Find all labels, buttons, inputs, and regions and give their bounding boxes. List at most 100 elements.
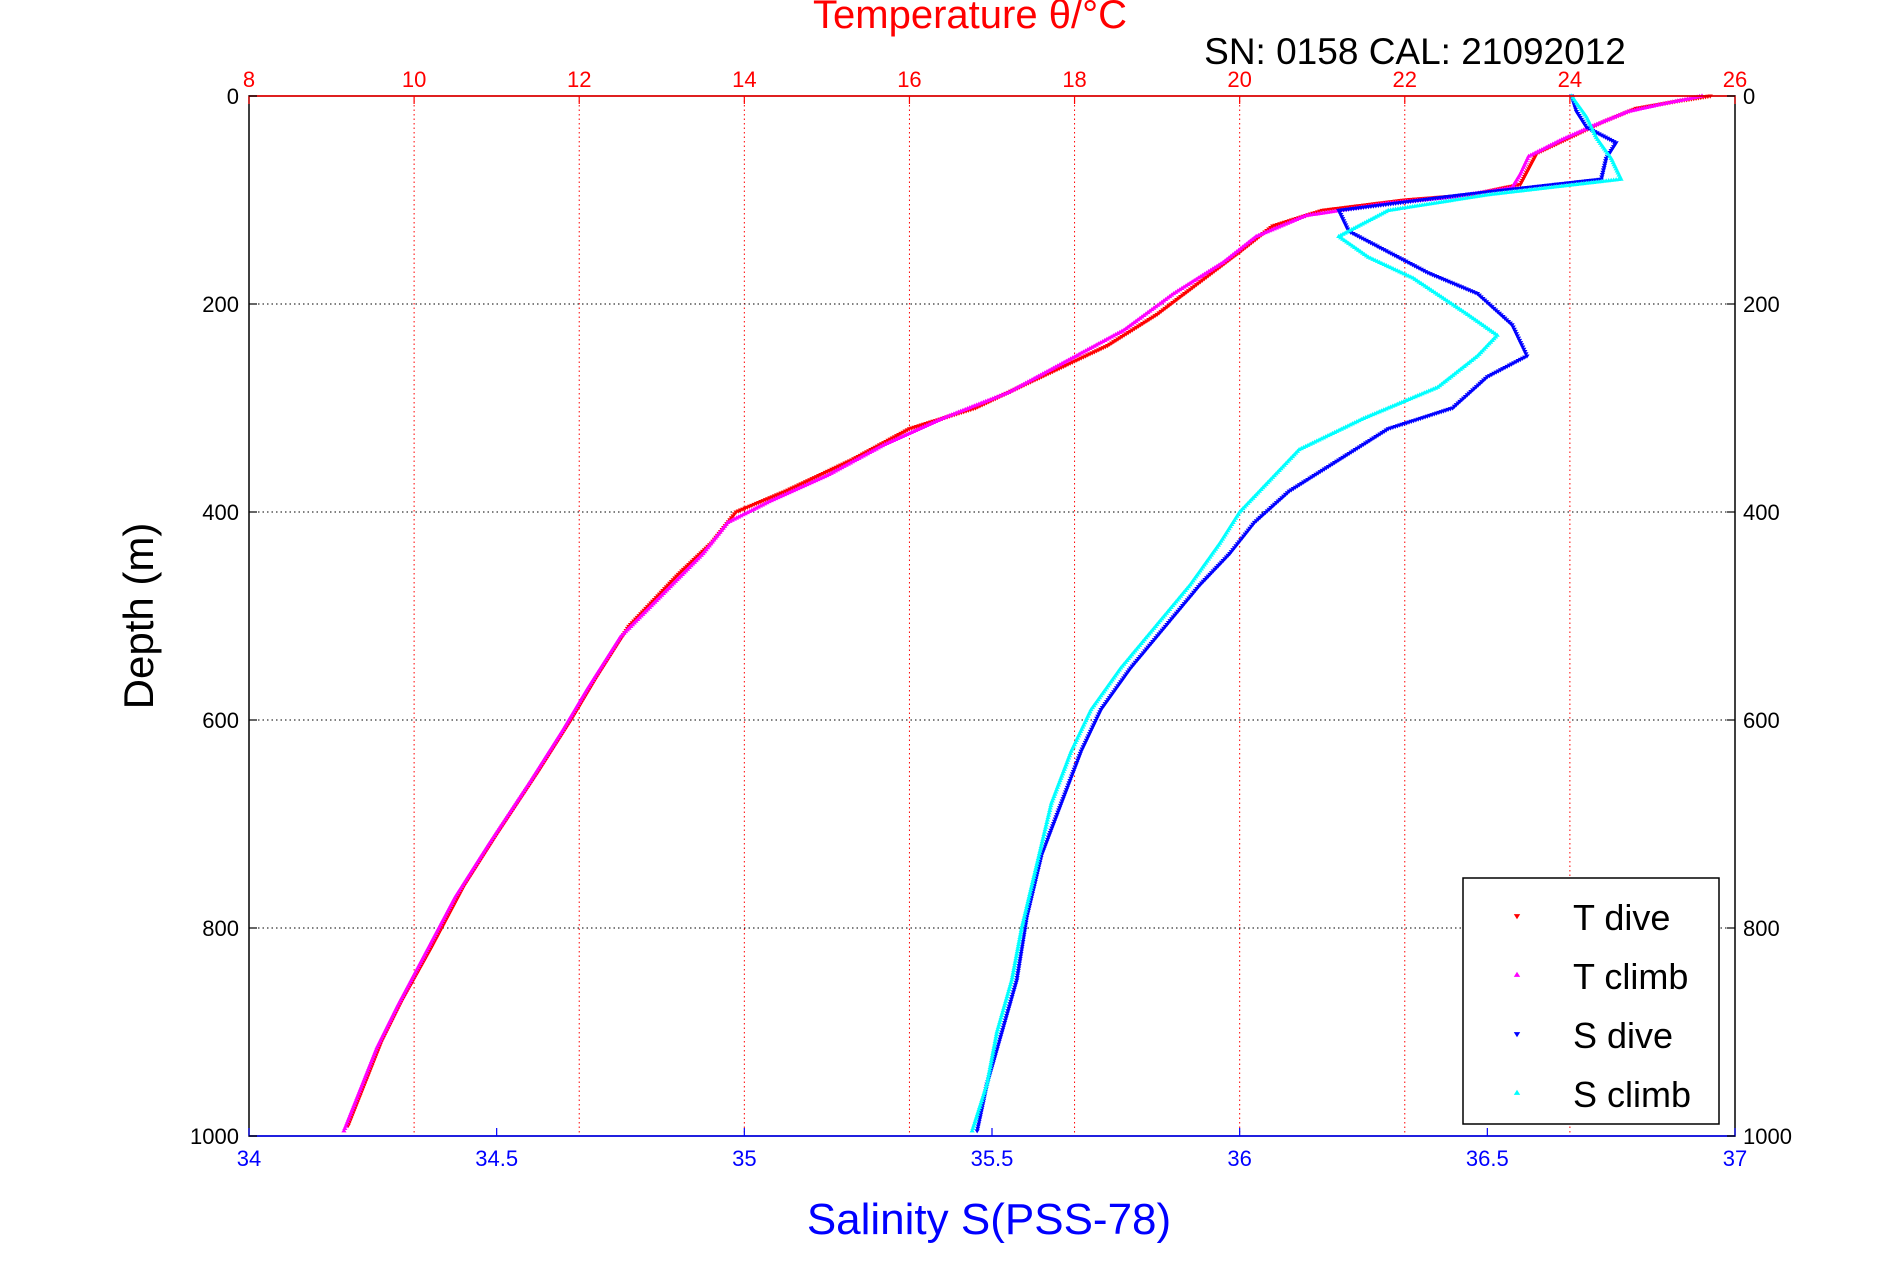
s-dive-point bbox=[1517, 341, 1524, 346]
salinity-tick-label: 37 bbox=[1723, 1146, 1747, 1171]
s-climb-point bbox=[1003, 998, 1009, 1003]
legend-marker-t-climb bbox=[1513, 971, 1521, 977]
s-climb-point bbox=[978, 1100, 984, 1105]
s-dive-point bbox=[1394, 255, 1400, 260]
s-climb-point bbox=[993, 1034, 999, 1039]
s-climb-point bbox=[1029, 879, 1036, 884]
s-climb-point bbox=[1013, 953, 1019, 958]
s-climb-point bbox=[1010, 970, 1016, 975]
s-dive-point bbox=[1014, 973, 1021, 978]
s-climb-point bbox=[1045, 812, 1052, 817]
s-dive-point bbox=[1390, 252, 1396, 257]
s-climb-point bbox=[995, 1024, 1001, 1029]
s-dive-point bbox=[977, 1117, 983, 1122]
s-dive-point bbox=[1603, 159, 1609, 164]
s-dive-point bbox=[1502, 365, 1508, 371]
s-climb-point bbox=[1033, 863, 1040, 868]
t-dive-point bbox=[879, 442, 885, 447]
s-dive-point bbox=[1055, 810, 1061, 815]
s-dive-point bbox=[1085, 734, 1092, 739]
depth-tick-label-left: 0 bbox=[227, 84, 239, 109]
s-dive-point bbox=[1514, 334, 1521, 339]
s-dive-point bbox=[1512, 329, 1518, 335]
s-dive-point bbox=[1605, 136, 1611, 141]
s-dive-point bbox=[1500, 367, 1506, 372]
s-climb-point bbox=[1025, 896, 1032, 901]
s-climb-point bbox=[1008, 979, 1014, 984]
s-dive-point bbox=[1368, 241, 1374, 246]
s-climb-point bbox=[1046, 810, 1052, 815]
s-dive-point bbox=[1069, 774, 1075, 779]
temperature-tick-label: 18 bbox=[1062, 67, 1086, 92]
s-dive-point bbox=[1002, 1020, 1008, 1026]
s-climb-point bbox=[990, 1050, 996, 1055]
salinity-tick-label: 36.5 bbox=[1466, 1146, 1509, 1171]
s-dive-point bbox=[1013, 980, 1019, 985]
s-dive-point bbox=[977, 1115, 983, 1120]
depth-tick-label-right: 1000 bbox=[1743, 1124, 1792, 1149]
s-climb-point bbox=[1020, 920, 1026, 925]
s-climb-point bbox=[987, 1064, 993, 1070]
s-dive-point bbox=[1098, 708, 1104, 713]
s-dive-point bbox=[1385, 250, 1391, 255]
s-climb-point bbox=[1019, 923, 1025, 928]
s-climb-point bbox=[1042, 827, 1048, 832]
s-climb-point bbox=[1014, 949, 1020, 954]
s-dive-point bbox=[1412, 264, 1418, 269]
s-climb-point bbox=[1020, 918, 1027, 923]
s-dive-point bbox=[1004, 1013, 1010, 1019]
s-dive-point bbox=[992, 1054, 998, 1059]
t-dive-point bbox=[900, 430, 906, 435]
temperature-tick-label: 12 bbox=[567, 67, 591, 92]
s-dive-point bbox=[1006, 1006, 1012, 1011]
s-dive-point bbox=[1596, 132, 1602, 137]
s-dive-point bbox=[1015, 968, 1021, 973]
s-climb-point bbox=[1011, 965, 1017, 970]
s-dive-point bbox=[1097, 710, 1103, 715]
s-dive-point bbox=[1598, 133, 1604, 138]
s-dive-point bbox=[1015, 971, 1021, 976]
t-dive-point bbox=[864, 450, 870, 455]
s-climb-point bbox=[1041, 831, 1047, 836]
s-dive-point bbox=[1008, 997, 1014, 1002]
s-dive-point bbox=[1087, 729, 1094, 735]
s-dive-point bbox=[1365, 240, 1372, 245]
s-climb-point bbox=[997, 1019, 1003, 1025]
temperature-tick-label: 26 bbox=[1723, 67, 1747, 92]
depth-tick-label-right: 0 bbox=[1743, 84, 1755, 109]
s-dive-point bbox=[1050, 824, 1056, 829]
t-dive-point bbox=[902, 429, 908, 434]
s-climb-point bbox=[1043, 822, 1049, 827]
s-dive-point bbox=[1014, 978, 1020, 983]
s-dive-point bbox=[1074, 760, 1080, 766]
s-dive-point bbox=[1012, 983, 1019, 988]
s-dive-point bbox=[1014, 976, 1020, 981]
s-dive-point bbox=[1005, 1009, 1011, 1014]
s-climb-point bbox=[1004, 993, 1010, 999]
s-dive-point bbox=[1064, 785, 1070, 790]
temperature-tick-label: 20 bbox=[1227, 67, 1251, 92]
s-climb-point bbox=[987, 1067, 993, 1072]
s-dive-point bbox=[1407, 261, 1413, 267]
s-dive-point bbox=[1062, 792, 1068, 797]
s-climb-point bbox=[1045, 815, 1051, 820]
s-climb-point bbox=[1025, 899, 1031, 904]
s-dive-point bbox=[1519, 343, 1525, 348]
s-climb-point bbox=[1032, 870, 1038, 875]
s-dive-point bbox=[1078, 749, 1084, 754]
s-climb-point bbox=[1016, 939, 1022, 944]
s-dive-point bbox=[1088, 727, 1095, 732]
s-climb-point bbox=[999, 1012, 1005, 1018]
s-dive-point bbox=[1091, 723, 1097, 728]
s-dive-point bbox=[1600, 170, 1606, 175]
s-dive-point bbox=[1061, 794, 1067, 800]
s-climb-point bbox=[1036, 853, 1042, 858]
s-dive-point bbox=[978, 1108, 985, 1113]
s-climb-point bbox=[1040, 836, 1046, 841]
s-dive-point bbox=[1086, 732, 1093, 737]
s-dive-point bbox=[1352, 233, 1358, 238]
s-dive-point bbox=[1517, 357, 1523, 363]
s-climb-point bbox=[1033, 865, 1039, 870]
s-climb-point bbox=[979, 1097, 985, 1102]
legend-label-t-climb: T climb bbox=[1573, 956, 1688, 997]
